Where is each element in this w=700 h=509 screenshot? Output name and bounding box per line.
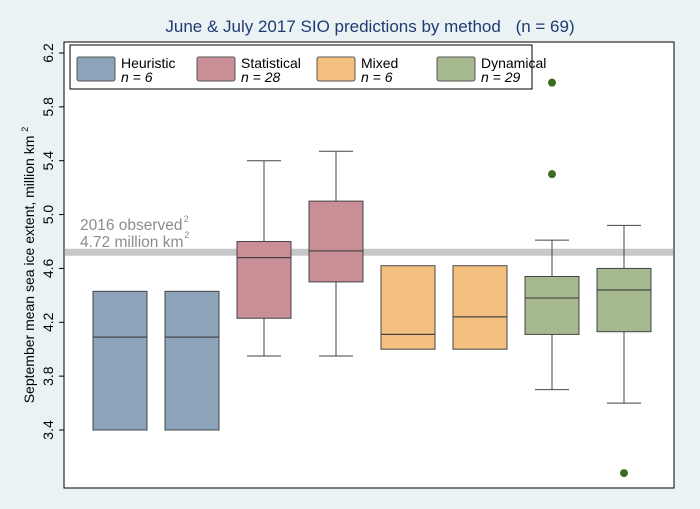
y-axis-title-sup: 2: [20, 127, 30, 132]
box-body: [380, 265, 436, 350]
legend-label: Heuristic: [121, 55, 175, 71]
reference-label-line1-sup: 2: [184, 214, 189, 224]
legend-label: Statistical: [241, 55, 301, 71]
legend-swatch: [316, 56, 356, 82]
y-tick-label: 5.0: [40, 205, 56, 225]
outlier-point: [620, 469, 628, 478]
chart-title-n: (n = 69): [516, 17, 575, 36]
legend-swatch: [196, 56, 236, 82]
y-tick-label: 3.8: [40, 366, 56, 386]
y-axis-title: September mean sea ice extent, million k…: [20, 127, 37, 404]
plot-area: [63, 41, 675, 489]
box-body: [524, 276, 580, 335]
y-tick-label: 4.6: [40, 258, 56, 278]
y-tick-label: 5.8: [40, 97, 56, 117]
legend-swatch: [436, 56, 476, 82]
box-body: [596, 267, 652, 333]
legend-label: Dynamical: [481, 55, 546, 71]
y-tick-label: 3.4: [40, 420, 56, 440]
legend-label: Mixed: [361, 55, 398, 71]
box-7: [524, 78, 580, 391]
chart-title: June & July 2017 SIO predictions by meth…: [165, 17, 574, 36]
y-tick-label: 6.2: [40, 43, 56, 63]
y-axis: 3.4 3.8 4.2 4.6 5.0 5.4 5.8 6.2: [40, 42, 65, 488]
legend-count: n = 29: [481, 69, 521, 85]
y-tick-label: 4.2: [40, 312, 56, 332]
box-5: [380, 265, 436, 350]
reference-label-line2: 4.72 million km: [80, 234, 183, 251]
chart-title-main: June & July 2017 SIO predictions by meth…: [165, 17, 500, 36]
box-4: [308, 150, 364, 357]
box-body: [236, 241, 292, 319]
plot-background: [63, 41, 675, 489]
legend-swatch: [76, 56, 116, 82]
boxes-layer: [92, 78, 652, 478]
outlier-point: [548, 78, 556, 87]
y-axis-title-text: September mean sea ice extent, million k…: [21, 136, 37, 404]
box-body: [452, 265, 508, 350]
y-tick-label: 5.4: [40, 151, 56, 171]
box-body: [308, 200, 364, 283]
reference-label-line1: 2016 observed: [80, 217, 183, 234]
legend-count: n = 6: [121, 69, 153, 85]
box-2: [164, 290, 220, 431]
box-1: [92, 290, 148, 431]
box-body: [164, 290, 220, 431]
box-3: [236, 160, 292, 357]
reference-label-line2-sup: 2: [184, 230, 189, 240]
legend-count: n = 28: [241, 69, 281, 85]
box-8: [596, 224, 652, 478]
legend-count: n = 6: [361, 69, 393, 85]
box-6: [452, 265, 508, 350]
box-body: [92, 290, 148, 431]
outlier-point: [548, 170, 556, 179]
